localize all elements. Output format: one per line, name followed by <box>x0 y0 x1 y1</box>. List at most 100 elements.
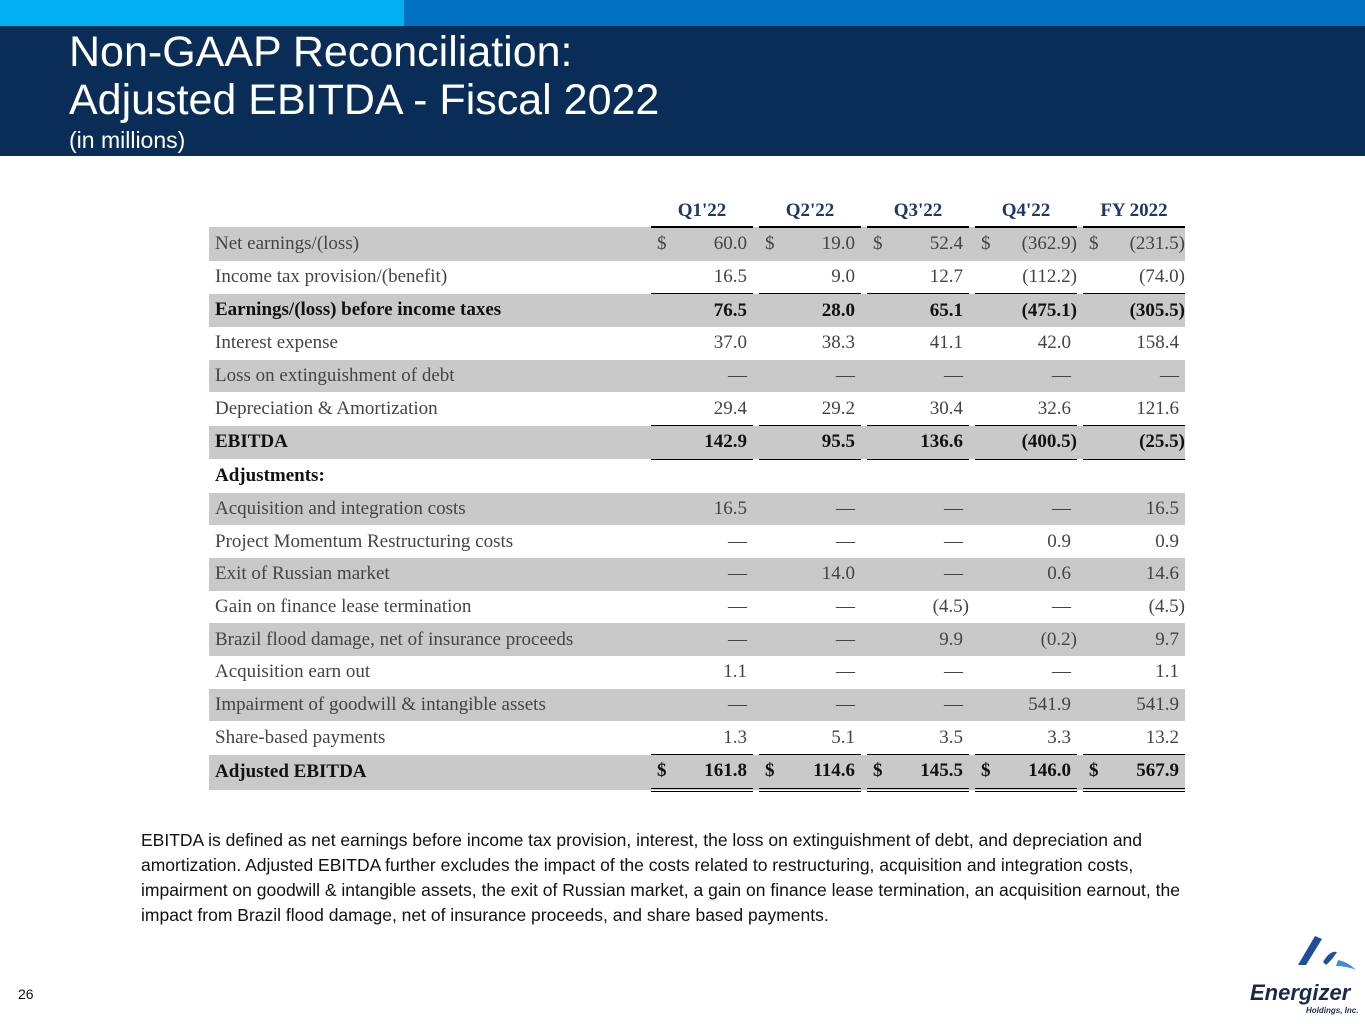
currency-symbol <box>1083 261 1107 294</box>
table-row-interest: Interest expense 37.0 38.3 41.1 42.0 158.4 <box>209 327 1185 360</box>
value-cell: 1.1 <box>1155 661 1179 683</box>
row-label: Acquisition earn out <box>215 661 371 683</box>
value-cell: (231.5) <box>1107 227 1185 261</box>
page-number: 26 <box>18 986 34 1002</box>
value-cell: — <box>891 359 969 393</box>
value-cell: — <box>728 595 747 617</box>
currency-symbol <box>651 425 675 460</box>
value-cell: — <box>1107 359 1185 393</box>
value-cell: (112.2) <box>1022 266 1077 288</box>
currency-symbol <box>759 425 783 460</box>
column-header-q3: Q3'22 <box>867 196 969 228</box>
value-cell: — <box>891 557 969 591</box>
currency-symbol: $ <box>759 753 783 792</box>
value-cell: 9.9 <box>891 623 969 656</box>
currency-symbol <box>651 557 675 591</box>
currency-symbol <box>867 293 891 328</box>
currency-symbol <box>759 327 783 360</box>
table-row-earn-out: Acquisition earn out 1.1 — — — 1.1 <box>209 656 1185 689</box>
value-cell: 0.9 <box>1047 530 1071 552</box>
row-label: Loss on extinguishment of debt <box>209 359 651 393</box>
row-label: Adjusted EBITDA <box>209 754 651 790</box>
table-row-gain-lease: Gain on finance lease termination — — (4.5)… <box>209 591 1185 624</box>
value-cell: 1.1 <box>723 661 747 683</box>
value-cell <box>675 458 753 493</box>
value-cell: — <box>783 688 861 722</box>
currency-symbol: $ <box>975 227 999 261</box>
currency-symbol: $ <box>651 227 675 261</box>
currency-symbol <box>651 492 675 526</box>
value-cell: 114.6 <box>783 753 861 792</box>
value-cell: 14.6 <box>1107 557 1185 591</box>
currency-symbol <box>975 458 999 493</box>
value-cell: 14.0 <box>783 557 861 591</box>
value-cell: — <box>944 530 963 552</box>
row-label: Share-based payments <box>215 726 386 748</box>
currency-symbol <box>867 557 891 591</box>
row-label: Exit of Russian market <box>209 557 651 591</box>
currency-symbol: $ <box>867 753 891 792</box>
table-row-loss-debt: Loss on extinguishment of debt — — — — — <box>209 359 1185 393</box>
currency-symbol <box>975 492 999 526</box>
currency-symbol: $ <box>975 753 999 792</box>
currency-symbol <box>651 327 675 360</box>
value-cell: — <box>891 492 969 526</box>
currency-symbol <box>759 721 783 754</box>
currency-symbol <box>759 293 783 328</box>
row-label: Earnings/(loss) before income taxes <box>209 293 651 328</box>
value-cell: 161.8 <box>675 753 753 792</box>
currency-symbol <box>867 261 891 294</box>
value-cell: 42.0 <box>1037 332 1071 354</box>
value-cell: (305.5) <box>1107 293 1185 328</box>
value-cell: 19.0 <box>783 227 861 261</box>
value-cell: 29.4 <box>713 397 747 419</box>
currency-symbol <box>759 359 783 393</box>
value-cell: 13.2 <box>1145 726 1179 748</box>
value-cell: 136.6 <box>891 425 969 460</box>
currency-symbol <box>867 425 891 460</box>
top-accent-bar-light <box>0 0 404 26</box>
currency-symbol <box>1083 392 1107 425</box>
column-header-q1: Q1'22 <box>651 196 753 228</box>
value-cell: — <box>783 359 861 393</box>
value-cell: — <box>728 530 747 552</box>
currency-symbol <box>975 327 999 360</box>
row-label: Brazil flood damage, net of insurance pr… <box>209 623 651 656</box>
table-row-ebitda: EBITDA 142.9 95.5 136.6 (400.5) (25.5) <box>209 425 1185 460</box>
value-cell: (0.2) <box>999 623 1077 656</box>
currency-symbol <box>651 392 675 425</box>
currency-symbol <box>759 656 783 689</box>
currency-symbol <box>759 591 783 624</box>
currency-symbol <box>975 293 999 328</box>
currency-symbol <box>867 327 891 360</box>
value-cell: (25.5) <box>1107 425 1185 460</box>
currency-symbol: $ <box>1083 753 1107 792</box>
currency-symbol <box>975 392 999 425</box>
value-cell: 9.7 <box>1107 623 1185 656</box>
slide-subtitle: (in millions) <box>69 127 186 153</box>
table-header-row: Q1'22 Q2'22 Q3'22 Q4'22 FY 2022 <box>209 196 1185 228</box>
table-row-impairment: Impairment of goodwill & intangible asse… <box>209 688 1185 722</box>
row-label: Interest expense <box>215 332 338 354</box>
logo-wordmark: Energizer <box>1250 980 1352 1005</box>
currency-symbol <box>975 525 999 558</box>
value-cell: 32.6 <box>1037 397 1071 419</box>
currency-symbol <box>1083 591 1107 624</box>
currency-symbol <box>1083 359 1107 393</box>
currency-symbol <box>867 656 891 689</box>
value-cell: — <box>1052 595 1071 617</box>
value-cell: — <box>675 557 753 591</box>
value-cell: 158.4 <box>1136 332 1179 354</box>
header-blank <box>209 196 651 227</box>
value-cell: 16.5 <box>1107 492 1185 526</box>
value-cell: — <box>783 623 861 656</box>
currency-symbol <box>1083 656 1107 689</box>
slide-title-line-2: Adjusted EBITDA - Fiscal 2022 <box>69 76 660 124</box>
currency-symbol <box>867 392 891 425</box>
currency-symbol <box>867 623 891 656</box>
table-row-share-based: Share-based payments 1.3 5.1 3.5 3.3 13.2 <box>209 721 1185 754</box>
currency-symbol <box>651 293 675 328</box>
value-cell: 0.9 <box>1155 530 1179 552</box>
currency-symbol <box>651 688 675 722</box>
energizer-logo: Energizer Holdings, Inc. <box>1250 936 1358 1015</box>
